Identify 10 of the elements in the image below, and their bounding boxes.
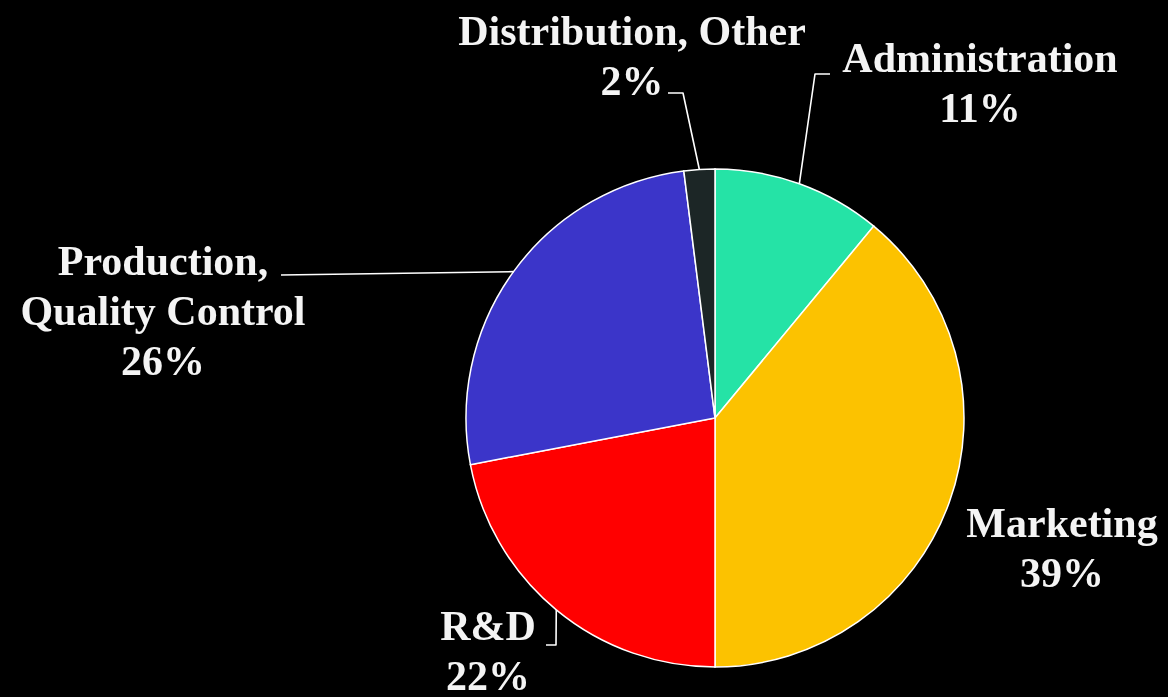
- data-label: 11%: [939, 85, 1021, 131]
- data-label: 22%: [446, 653, 530, 697]
- slice-label: R&D: [440, 603, 536, 649]
- data-label: 39%: [1020, 550, 1104, 596]
- slice-label: Distribution, Other: [458, 8, 806, 54]
- data-label: 26%: [121, 338, 205, 384]
- data-label: 2%: [600, 58, 664, 104]
- slice-label: Administration: [842, 35, 1118, 81]
- slice-label: Production, Quality Control: [20, 238, 306, 334]
- slice-label: Marketing: [966, 500, 1158, 546]
